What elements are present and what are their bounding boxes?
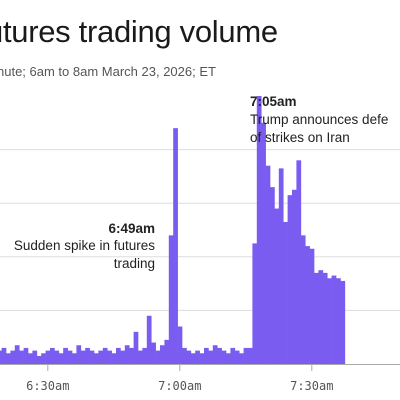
volume-bar: [85, 347, 90, 364]
volume-bar: [195, 350, 200, 364]
volume-bar: [98, 350, 104, 364]
volume-bar: [331, 275, 337, 364]
volume-bar: [67, 350, 73, 364]
volume-bar: [94, 353, 99, 364]
volume-bar: [305, 246, 310, 364]
volume-bar: [0, 350, 2, 364]
volume-bar: [234, 350, 240, 364]
volume-bar: [54, 350, 60, 364]
volume-bar: [230, 347, 236, 364]
volume-bar: [23, 347, 29, 364]
volume-bar: [226, 353, 231, 364]
volume-bar: [248, 347, 253, 364]
volume-bar: [36, 355, 42, 364]
volume-bar: [292, 189, 297, 364]
volume-bar: [252, 243, 258, 364]
volume-bar: [208, 350, 214, 364]
volume-bar: [124, 345, 130, 364]
volume-bar: [199, 353, 205, 364]
volume-bar: [28, 353, 33, 364]
volume-bar: [239, 353, 244, 364]
volume-bar: [80, 350, 86, 364]
volume-bar: [287, 195, 293, 364]
volume-bar: [318, 270, 324, 364]
volume-bar: [45, 350, 51, 364]
volume-bar: [63, 347, 68, 364]
volume-bar: [138, 350, 143, 364]
volume-bar: [50, 347, 55, 364]
volume-bar: [217, 347, 222, 364]
annotation-time-705: 7:05am: [250, 94, 297, 109]
bar-series: [0, 96, 346, 364]
volume-bar: [190, 353, 196, 364]
volume-bar: [336, 278, 341, 364]
volume-bar: [129, 347, 134, 364]
volume-bar: [120, 350, 126, 364]
volume-bar: [327, 278, 332, 364]
volume-bar: [221, 350, 227, 364]
volume-bar: [142, 347, 148, 364]
volume-bar: [300, 235, 306, 364]
annotation-text-649: Sudden spike in futures: [14, 238, 155, 253]
volume-bar: [76, 345, 82, 364]
volume-bar: [10, 350, 16, 364]
volume-bar: [243, 347, 249, 364]
volume-bar: [314, 272, 319, 364]
volume-bar: [151, 342, 156, 364]
volume-bar: [340, 280, 346, 364]
volume-bar: [72, 353, 77, 364]
volume-bar: [6, 353, 11, 364]
volume-bar: [278, 168, 284, 364]
volume-bar: [256, 96, 262, 364]
annotation-text-649: trading: [114, 256, 155, 271]
x-axis: 6:30am 7:00am 7:30am: [0, 364, 400, 393]
volume-bar: [274, 208, 280, 364]
annotation-text-705: of strikes on Iran: [250, 130, 350, 145]
volume-bar: [155, 350, 161, 364]
volume-bar: [102, 347, 108, 364]
volume-bar: [1, 347, 7, 364]
volume-bar: [182, 347, 187, 364]
volume-bar: [58, 353, 64, 364]
chart-subtitle: nute; 6am to 8am March 23, 2026; ET: [0, 64, 216, 79]
volume-bar: [168, 235, 174, 364]
x-tick-label: 7:00am: [158, 379, 201, 393]
annotation-text-705: Trump announces defe: [250, 112, 388, 127]
volume-bar: [111, 353, 117, 364]
volume-bar: [296, 160, 302, 364]
volume-bar: [173, 128, 178, 364]
volume-bar: [164, 339, 170, 364]
annotations: 6:49am Sudden spike in futures trading 7:05…: [14, 94, 388, 271]
volume-bar: [14, 345, 20, 364]
annotation-time-649: 6:49am: [108, 221, 155, 236]
volume-bar: [133, 331, 139, 364]
volume-bar: [265, 165, 271, 364]
volume-bar: [32, 350, 38, 364]
volume-bar: [41, 353, 46, 364]
volume-bar: [186, 350, 192, 364]
volume-bar: [283, 221, 288, 364]
volume-bar: [160, 345, 165, 364]
volume-bar: [19, 350, 24, 364]
chart-title: utures trading volume: [0, 14, 278, 49]
volume-bar: [212, 345, 218, 364]
x-tick-label: 6:30am: [26, 379, 69, 393]
volume-bar: [116, 347, 121, 364]
volume-bar: [107, 350, 112, 364]
volume-bar: [261, 122, 266, 364]
x-tick-label: 7:30am: [290, 379, 333, 393]
volume-bar: [204, 347, 209, 364]
volume-bar: [177, 326, 183, 364]
volume-bar: [146, 315, 152, 364]
volume-bar: [322, 272, 328, 364]
volume-bar: [270, 187, 275, 364]
volume-bar: [89, 350, 95, 364]
volume-bar: [309, 248, 315, 364]
